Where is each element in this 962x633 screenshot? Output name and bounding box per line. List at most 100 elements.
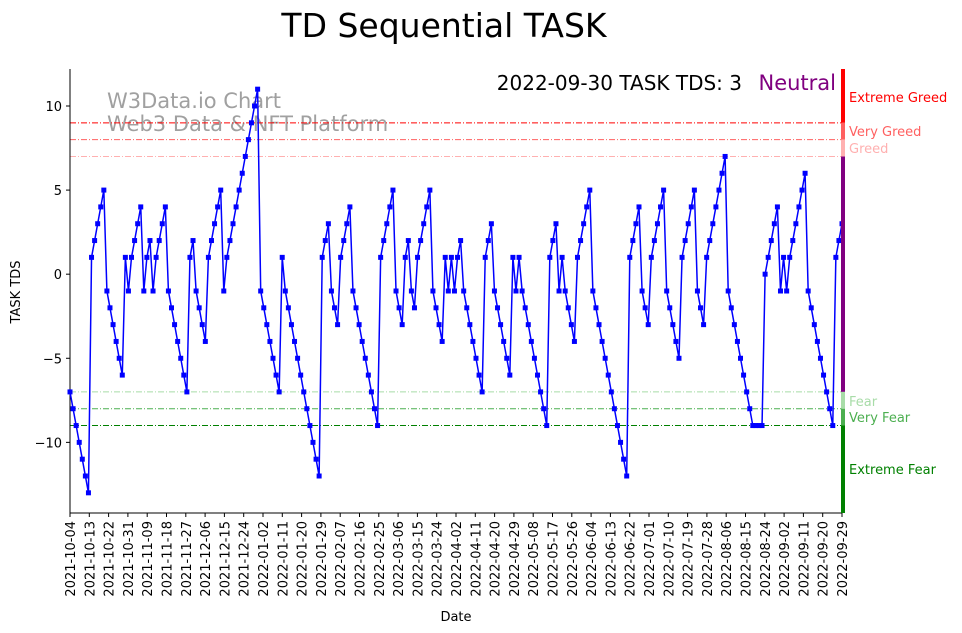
data-point bbox=[208, 238, 214, 244]
data-point bbox=[491, 288, 497, 294]
data-point bbox=[110, 322, 116, 328]
data-point bbox=[510, 254, 516, 260]
x-tick-label: 2022-05-08 bbox=[527, 521, 542, 597]
data-point bbox=[658, 204, 664, 210]
x-tick-label: 2022-03-06 bbox=[392, 521, 407, 597]
data-point bbox=[535, 372, 541, 378]
data-point bbox=[593, 305, 599, 311]
data-point bbox=[522, 305, 528, 311]
data-point bbox=[781, 254, 787, 260]
x-tick-label: 2022-02-25 bbox=[373, 521, 388, 597]
data-point bbox=[430, 288, 436, 294]
data-point bbox=[298, 372, 304, 378]
data-point bbox=[618, 439, 624, 445]
data-point bbox=[455, 254, 461, 260]
data-point bbox=[332, 305, 338, 311]
data-point bbox=[547, 254, 553, 260]
data-point bbox=[135, 221, 141, 227]
data-point bbox=[73, 423, 79, 429]
watermark-line-1: W3Data.io Chart bbox=[107, 89, 281, 113]
x-tick-label: 2021-11-27 bbox=[180, 521, 195, 597]
data-point bbox=[295, 355, 301, 361]
data-point bbox=[753, 423, 759, 429]
data-point bbox=[611, 406, 617, 412]
data-point bbox=[368, 389, 374, 395]
data-point bbox=[353, 305, 359, 311]
data-point bbox=[553, 221, 559, 227]
data-point bbox=[528, 338, 534, 344]
data-point bbox=[150, 288, 156, 294]
data-point bbox=[461, 288, 467, 294]
data-point bbox=[765, 254, 771, 260]
data-point bbox=[679, 254, 685, 260]
data-point bbox=[79, 456, 85, 462]
data-point bbox=[356, 322, 362, 328]
x-tick-label: 2022-06-13 bbox=[604, 521, 619, 597]
x-tick-label: 2022-09-20 bbox=[817, 521, 832, 597]
data-point bbox=[85, 490, 91, 496]
data-point bbox=[125, 288, 131, 294]
data-point bbox=[224, 254, 230, 260]
data-point bbox=[605, 372, 611, 378]
data-point bbox=[824, 389, 830, 395]
series-layer bbox=[67, 86, 845, 496]
data-point bbox=[387, 204, 393, 210]
data-point bbox=[833, 254, 839, 260]
data-point bbox=[172, 322, 178, 328]
data-point bbox=[574, 254, 580, 260]
data-point bbox=[544, 423, 550, 429]
data-point bbox=[710, 221, 716, 227]
data-point bbox=[608, 389, 614, 395]
data-point bbox=[70, 406, 76, 412]
y-tick-label: 0 bbox=[54, 268, 62, 283]
x-tick-label: 2022-01-02 bbox=[257, 521, 272, 597]
data-point bbox=[470, 338, 476, 344]
data-point bbox=[199, 322, 205, 328]
data-point bbox=[565, 305, 571, 311]
data-point bbox=[76, 439, 82, 445]
data-point bbox=[734, 338, 740, 344]
data-point bbox=[571, 338, 577, 344]
data-point bbox=[116, 355, 122, 361]
data-point bbox=[239, 170, 245, 176]
data-point bbox=[178, 355, 184, 361]
data-point bbox=[688, 204, 694, 210]
data-point bbox=[630, 238, 636, 244]
data-point bbox=[495, 305, 501, 311]
x-tick-label: 2021-11-09 bbox=[141, 521, 156, 597]
data-point bbox=[399, 322, 405, 328]
data-point bbox=[218, 187, 224, 193]
data-point bbox=[814, 338, 820, 344]
data-point bbox=[538, 389, 544, 395]
data-point bbox=[205, 254, 211, 260]
data-point bbox=[418, 238, 424, 244]
x-tick-label: 2022-04-02 bbox=[450, 521, 465, 597]
x-tick-label: 2022-01-29 bbox=[315, 521, 330, 597]
x-tick-label: 2022-09-02 bbox=[778, 521, 793, 597]
data-point bbox=[771, 221, 777, 227]
y-tick-label: −5 bbox=[43, 352, 62, 367]
data-point bbox=[473, 355, 479, 361]
data-point bbox=[741, 372, 747, 378]
zone-label-extreme-fear: Extreme Fear bbox=[849, 463, 937, 478]
data-point bbox=[790, 238, 796, 244]
data-point bbox=[713, 204, 719, 210]
data-point bbox=[67, 389, 73, 395]
data-point bbox=[799, 187, 805, 193]
data-point bbox=[738, 355, 743, 361]
data-point bbox=[396, 305, 402, 311]
data-point bbox=[165, 288, 171, 294]
data-point bbox=[691, 187, 697, 193]
data-point bbox=[341, 238, 347, 244]
data-point bbox=[811, 322, 817, 328]
data-point bbox=[664, 288, 670, 294]
data-point bbox=[621, 456, 627, 462]
data-point bbox=[774, 204, 780, 210]
data-point bbox=[562, 288, 568, 294]
data-point bbox=[633, 221, 639, 227]
data-point bbox=[119, 372, 125, 378]
data-point bbox=[381, 238, 387, 244]
data-point bbox=[175, 338, 181, 344]
threshold-lines bbox=[70, 122, 842, 427]
data-point bbox=[402, 254, 408, 260]
